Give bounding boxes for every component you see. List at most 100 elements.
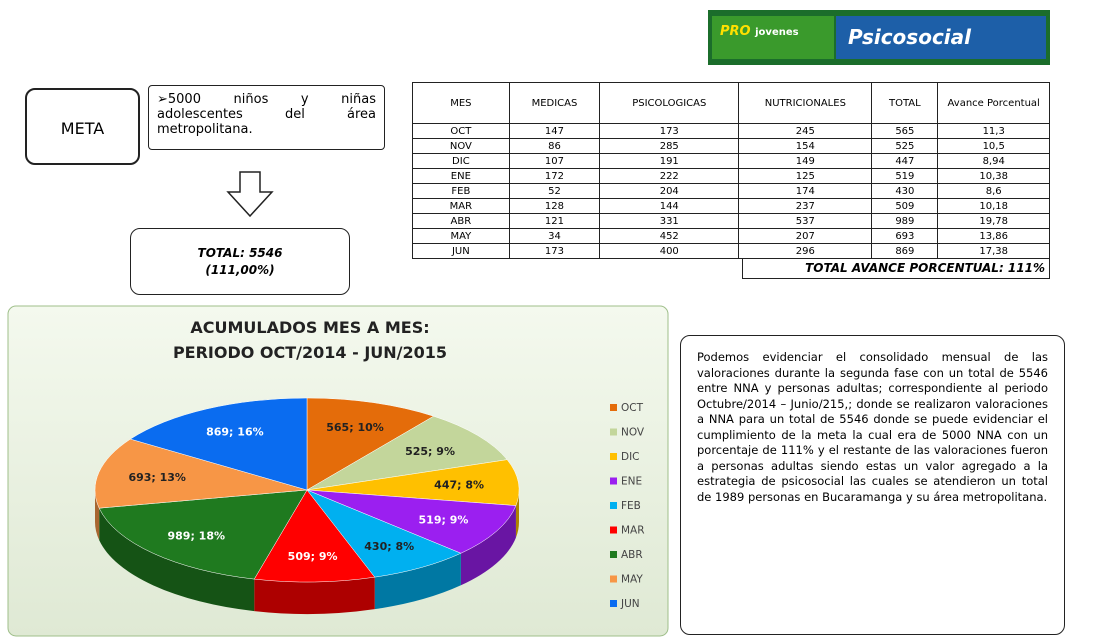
- header-cell: NUTRICIONALES: [738, 82, 873, 124]
- table-cell: 154: [738, 138, 873, 154]
- legend-label: NOV: [621, 427, 645, 439]
- chart: ACUMULADOS MES A MES: PERIODO OCT/2014 -…: [7, 305, 669, 637]
- slice: [98, 489, 308, 580]
- chart-subtitle: PERIODO OCT/2014 - JUN/2015: [173, 343, 447, 362]
- table-cell: 693: [871, 228, 939, 244]
- slice: [253, 489, 376, 583]
- table-cell: 509: [871, 198, 939, 214]
- legend-label: DIC: [621, 451, 640, 463]
- total-text: TOTAL: 5546: [197, 246, 283, 260]
- table-row: ENE 172 222 125 519 10,38: [412, 168, 1050, 184]
- table-wrap: MES MEDICAS PSICOLOGICAS NUTRICIONALES TOTAL…: [412, 82, 1050, 279]
- slice-side: [254, 577, 375, 614]
- table-row: FEB 52 204 174 430 8,6: [412, 183, 1050, 199]
- table-cell: 191: [599, 153, 740, 169]
- data-label: 869; 16%: [206, 426, 264, 439]
- table-cell: 13,86: [937, 228, 1050, 244]
- slice-side: [515, 490, 519, 538]
- data-label: 989; 18%: [167, 530, 225, 543]
- slice-side: [99, 508, 255, 612]
- down-arrow: [226, 171, 274, 218]
- table-cell: 125: [738, 168, 873, 184]
- data-label: 693; 13%: [128, 471, 186, 484]
- legend-label: MAR: [621, 525, 645, 537]
- table-cell: 52: [508, 183, 601, 199]
- data-label: 509; 9%: [288, 550, 338, 563]
- table-cell: OCT: [412, 123, 510, 139]
- table-cell: 128: [508, 198, 601, 214]
- table-cell: 331: [599, 213, 740, 229]
- logo-section: Psicosocial: [836, 16, 1046, 59]
- table-cell: ENE: [412, 168, 510, 184]
- legend-swatch: [610, 453, 617, 460]
- table-row: OCT 147 173 245 565 11,3: [412, 123, 1050, 139]
- data-label: 447; 8%: [434, 479, 484, 492]
- legend-label: ABR: [621, 549, 643, 561]
- table-cell: 430: [871, 183, 939, 199]
- table-cell: 989: [871, 213, 939, 229]
- table-cell: JUN: [412, 243, 510, 259]
- table-cell: MAY: [412, 228, 510, 244]
- table-cell: 565: [871, 123, 939, 139]
- legend-swatch: [610, 600, 617, 607]
- legend-swatch: [610, 551, 617, 558]
- meta-goal: ➢5000 niños y niñas adolescentes del áre…: [148, 85, 385, 150]
- total-pct: (111,00%): [205, 263, 275, 277]
- table-cell: 452: [599, 228, 740, 244]
- table-cell: 237: [738, 198, 873, 214]
- slice: [306, 489, 462, 578]
- header-cell: MEDICAS: [508, 82, 601, 124]
- table-cell: 447: [871, 153, 939, 169]
- table-cell: 519: [871, 168, 939, 184]
- table-row: DIC 107 191 149 447 8,94: [412, 153, 1050, 169]
- table-cell: 245: [738, 123, 873, 139]
- table-cell: 121: [508, 213, 601, 229]
- slice: [306, 459, 520, 506]
- table-cell: MAR: [412, 198, 510, 214]
- table-row: NOV 86 285 154 525 10,5: [412, 138, 1050, 154]
- table-cell: 107: [508, 153, 601, 169]
- data-label: 430; 8%: [364, 540, 414, 553]
- table-cell: DIC: [412, 153, 510, 169]
- table-cell: 285: [599, 138, 740, 154]
- table-row: MAY 34 452 207 693 13,86: [412, 228, 1050, 244]
- legend-swatch: [610, 428, 617, 436]
- meta-total: TOTAL: 5546 (111,00%): [130, 228, 350, 295]
- table-row: JUN 173 400 296 869 17,38: [412, 243, 1050, 259]
- table-cell: NOV: [412, 138, 510, 154]
- paragraph: Podemos evidenciar el consolidado mensua…: [680, 335, 1065, 635]
- legend-swatch: [610, 575, 617, 583]
- legend-label: FEB: [621, 500, 641, 512]
- chart-title: ACUMULADOS MES A MES:: [190, 318, 429, 337]
- logo: PRO jovenes Psicosocial: [708, 10, 1050, 65]
- logo-brand: PRO jovenes: [712, 16, 834, 59]
- table-cell: 296: [738, 243, 873, 259]
- table-footer: TOTAL AVANCE PORCENTUAL: 111%: [742, 259, 1050, 279]
- table-cell: 174: [738, 183, 873, 199]
- table-cell: 10,18: [937, 198, 1050, 214]
- legend-swatch: [610, 477, 617, 485]
- header-cell: Avance Porcentual: [937, 82, 1050, 124]
- table-cell: 172: [508, 168, 601, 184]
- slice: [306, 397, 435, 491]
- table-cell: 400: [599, 243, 740, 259]
- header-row: MES MEDICAS PSICOLOGICAS NUTRICIONALES TOTAL…: [412, 82, 1050, 124]
- table-cell: 17,38: [937, 243, 1050, 259]
- data-label: 525; 9%: [405, 445, 455, 458]
- table-cell: 147: [508, 123, 601, 139]
- brand-top: PRO: [720, 24, 751, 39]
- legend-swatch: [610, 502, 617, 509]
- table-cell: 8,6: [937, 183, 1050, 199]
- data-label: 519; 9%: [419, 514, 469, 527]
- table-cell: 222: [599, 168, 740, 184]
- table-cell: 10,38: [937, 168, 1050, 184]
- table-row: MAR 128 144 237 509 10,18: [412, 198, 1050, 214]
- table-cell: FEB: [412, 183, 510, 199]
- table-cell: 11,3: [937, 123, 1050, 139]
- table-cell: 144: [599, 198, 740, 214]
- table-cell: 869: [871, 243, 939, 259]
- table-cell: 10,5: [937, 138, 1050, 154]
- legend-label: OCT: [621, 402, 644, 414]
- slice: [129, 397, 308, 491]
